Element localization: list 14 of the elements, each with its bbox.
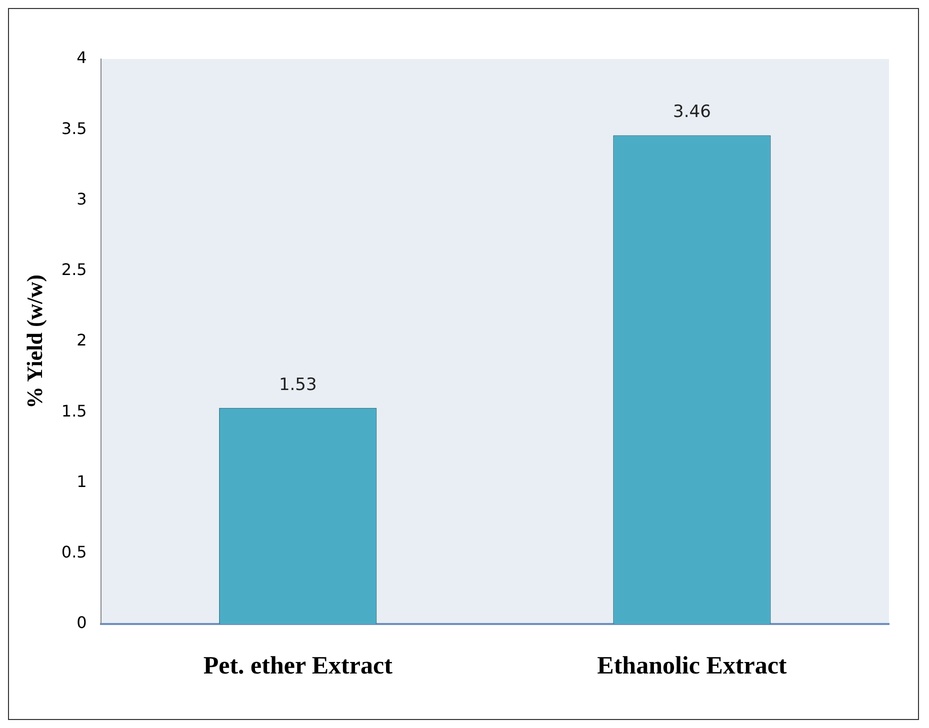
y-tick-label: 0 — [76, 613, 87, 632]
y-tick-label: 1 — [76, 472, 87, 491]
y-tick-label: 3.5 — [61, 118, 87, 138]
y-tick-label: 0.5 — [61, 542, 87, 562]
data-label: 1.53 — [278, 374, 317, 395]
y-tick-label: 2.5 — [61, 260, 87, 280]
y-tick-label: 2 — [76, 330, 87, 350]
y-axis-title: % Yield (w/w) — [22, 274, 47, 409]
x-tick-label: Ethanolic Extract — [597, 652, 788, 680]
y-tick-label: 1.5 — [61, 401, 87, 420]
y-tick-label: 3 — [76, 189, 87, 208]
data-label: 3.46 — [673, 102, 711, 122]
y-tick-label: 4 — [76, 48, 87, 68]
x-tick-label: Pet. ether Extract — [203, 652, 394, 680]
